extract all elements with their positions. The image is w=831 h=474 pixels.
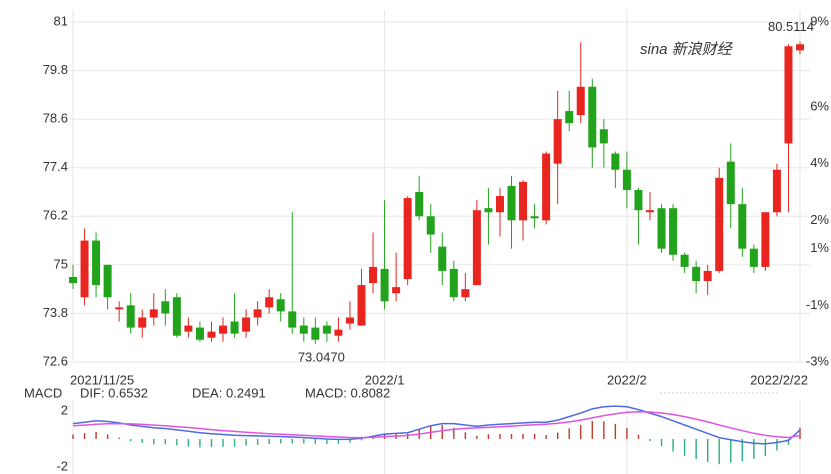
candle-body [195,327,204,340]
macd-line [72,410,801,439]
candle-body [553,119,562,164]
y-tick-label: 81 [54,13,68,28]
candle-body [588,86,597,148]
candle-body [611,153,620,170]
candle-body [715,177,724,271]
candle-body [92,240,101,286]
candle-body [692,266,701,282]
y2-tick-label: -1% [806,297,830,312]
candle-body [622,169,631,190]
candle-body [703,270,712,282]
y2-tick-label: -3% [806,353,830,368]
candle-body [738,204,747,249]
x-tick-label: 2022/1 [365,372,405,387]
y-tick-label: 78.6 [43,111,68,126]
candle-body [334,329,343,336]
candle-body [657,208,666,249]
y-tick-label: 72.6 [43,353,68,368]
candle-body [115,307,124,310]
candle-body [576,86,585,116]
candle-body [380,268,389,302]
candle-body [276,299,285,312]
candle-body [645,210,654,213]
candle-body [103,264,112,298]
candle-body [80,240,89,298]
y-tick-label: 73.8 [43,305,68,320]
candle-body [265,297,274,308]
y2-tick-label: 2% [810,212,829,227]
candle-body [484,208,493,213]
candle-body [449,268,458,298]
x-tick-label: 2022/2 [607,372,647,387]
candle-body [669,208,678,255]
candle-body [311,327,320,340]
candle-body [357,285,366,326]
candle-body [761,212,770,267]
candle-body [172,297,181,336]
candle-body [796,44,804,51]
candle-body [542,153,551,221]
y-tick-label: 77.4 [43,159,68,174]
candle-body [461,289,470,298]
candle-body [426,216,435,235]
candle-body [634,189,643,211]
candle-body [149,309,158,318]
candle-body [507,185,516,221]
candle-body [680,254,689,267]
candle-body [242,317,251,332]
annotation: 80.5114 [768,19,814,34]
macd-title: MACD [24,385,62,400]
candle-body [784,46,793,144]
candle-body [530,216,539,219]
candle-body [138,317,147,328]
candle-body [207,331,216,338]
candle-body [322,325,331,334]
y-tick-label: 75 [54,256,68,271]
candle-body [161,301,170,314]
legend-label: MACD: 0.8082 [305,385,390,400]
candle-body [230,321,239,334]
candle-body [126,305,135,328]
annotation: 73.0470 [298,349,345,364]
candle-body [749,248,758,267]
y-tick-label: 79.8 [43,62,68,77]
legend-label: DIF: 0.6532 [80,385,148,400]
candle-body [495,196,504,213]
y2-tick-label: 9% [810,13,829,28]
candle-body [519,181,528,221]
candle-body [184,325,193,332]
x-tick-label: 2022/2/22 [750,372,808,387]
candle-body [288,311,297,328]
x-tick-label: 2021/11/25 [70,372,134,387]
candle-body [219,325,228,334]
y-tick-label: -2 [56,458,68,473]
candle-body [392,287,401,294]
candle-body [403,198,412,280]
candle-body [726,161,735,205]
candle-body [253,309,262,318]
y2-tick-label: 4% [810,155,829,170]
candle-body [472,210,481,286]
y2-tick-label: 6% [810,98,829,113]
candle-body [415,192,424,217]
y-tick-label: 2 [61,402,68,417]
candle-body [772,169,781,213]
y-tick-label: 76.2 [43,208,68,223]
watermark: sina 新浪财经 [640,41,734,58]
candle-body [438,246,447,271]
candle-body [565,111,574,124]
candle-body [299,325,308,334]
candle-body [345,317,354,324]
legend-label: DEA: 0.2491 [192,385,266,400]
macd-line [72,405,801,445]
candle-body [369,266,378,284]
candle-body [69,277,77,284]
candle-body [599,129,608,144]
y2-tick-label: 1% [810,240,829,255]
